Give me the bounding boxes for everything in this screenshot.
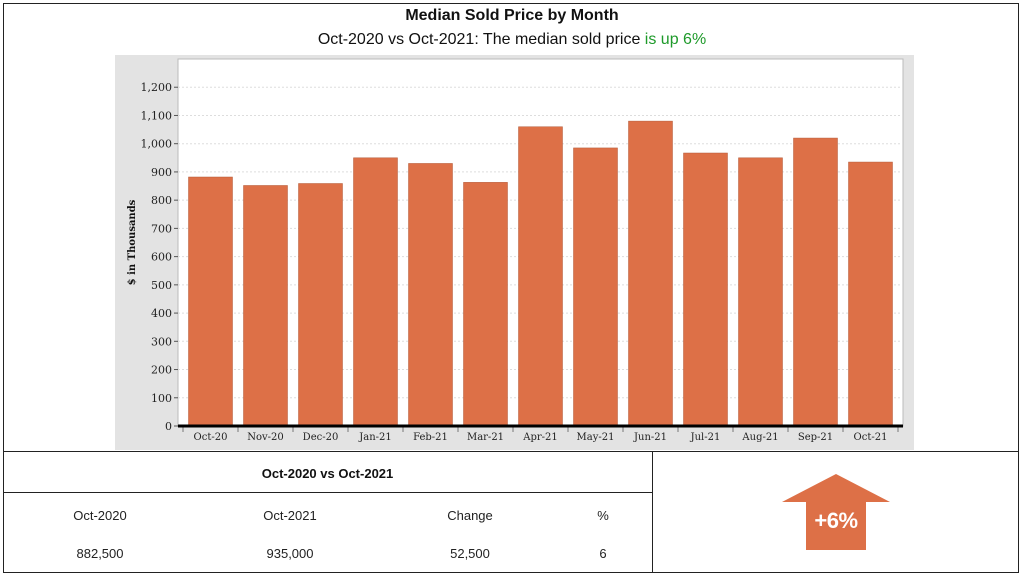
bar-may-21: [573, 147, 618, 427]
y-tick-label: 400: [151, 307, 172, 320]
change-badge-label: +6%: [814, 508, 858, 533]
y-tick-label: 1,200: [141, 81, 173, 94]
bar-jul-21: [683, 152, 728, 427]
bar-feb-21: [408, 163, 453, 427]
x-tick-label: Oct-21: [854, 432, 888, 443]
summary-table-title: Oct-2020 vs Oct-2021: [261, 466, 394, 481]
section-divider: [3, 451, 1019, 452]
bar-sep-21: [793, 137, 838, 427]
y-tick-label: 200: [151, 364, 172, 377]
header-percent: %: [597, 508, 609, 523]
bar-oct-20: [188, 176, 233, 427]
x-tick-label: May-21: [577, 432, 615, 443]
y-tick-label: 900: [151, 166, 172, 179]
bar-jan-21: [353, 157, 398, 427]
x-tick-label: Jul-21: [690, 432, 721, 443]
x-tick-label: Jan-21: [358, 432, 392, 443]
up-arrow-icon: [782, 474, 890, 550]
header-change: Change: [447, 508, 493, 523]
x-tick-label: Nov-20: [247, 432, 284, 443]
x-tick-label: Aug-21: [741, 432, 778, 443]
chart-title: Median Sold Price by Month: [405, 7, 619, 24]
y-tick-label: 800: [151, 194, 172, 207]
y-tick-label: 1,100: [141, 109, 173, 122]
y-axis-label: $ in Thousands: [127, 199, 138, 285]
value-oct-2021: 935,000: [266, 546, 314, 561]
y-tick-label: 500: [151, 279, 172, 292]
bar-jun-21: [628, 120, 673, 427]
x-tick-label: Feb-21: [413, 432, 448, 443]
y-tick-label: 1,000: [141, 138, 173, 151]
report-frame: [3, 3, 1019, 573]
y-tick-label: 0: [165, 420, 172, 433]
x-tick-label: Sep-21: [798, 432, 833, 443]
x-tick-label: Oct-20: [194, 432, 228, 443]
x-tick-label: Jun-21: [633, 432, 667, 443]
value-oct-2020: 882,500: [76, 546, 124, 561]
bar-nov-20: [243, 185, 288, 427]
subtitle-highlight: is up 6%: [644, 31, 707, 48]
bar-chart: 0 100 200 300 400 500 600 700 800 900 1,000 1,100 1,…: [127, 58, 904, 443]
x-tick-label: Dec-20: [303, 432, 339, 443]
section-divider-vertical: [652, 451, 653, 573]
x-tick-label: Apr-21: [522, 432, 558, 443]
summary-table-rule: [3, 492, 652, 493]
header-oct-2020: Oct-2020: [73, 508, 127, 523]
bar-dec-20: [298, 183, 343, 427]
subtitle-text: Oct-2020 vs Oct-2021: The median sold pr…: [317, 31, 645, 48]
y-tick-label: 700: [151, 222, 172, 235]
y-tick-label: 100: [151, 392, 172, 405]
bar-aug-21: [738, 157, 783, 427]
bar-mar-21: [463, 182, 508, 427]
value-percent: 6: [599, 546, 607, 561]
header-oct-2021: Oct-2021: [263, 508, 317, 523]
y-tick-label: 600: [151, 251, 172, 264]
bar-apr-21: [518, 126, 563, 427]
bar-oct-21: [848, 161, 893, 427]
value-change: 52,500: [450, 546, 490, 561]
y-tick-label: 300: [151, 335, 172, 348]
x-tick-label: Mar-21: [467, 432, 504, 443]
chart-subtitle: Oct-2020 vs Oct-2021: The median sold pr…: [0, 31, 1024, 49]
